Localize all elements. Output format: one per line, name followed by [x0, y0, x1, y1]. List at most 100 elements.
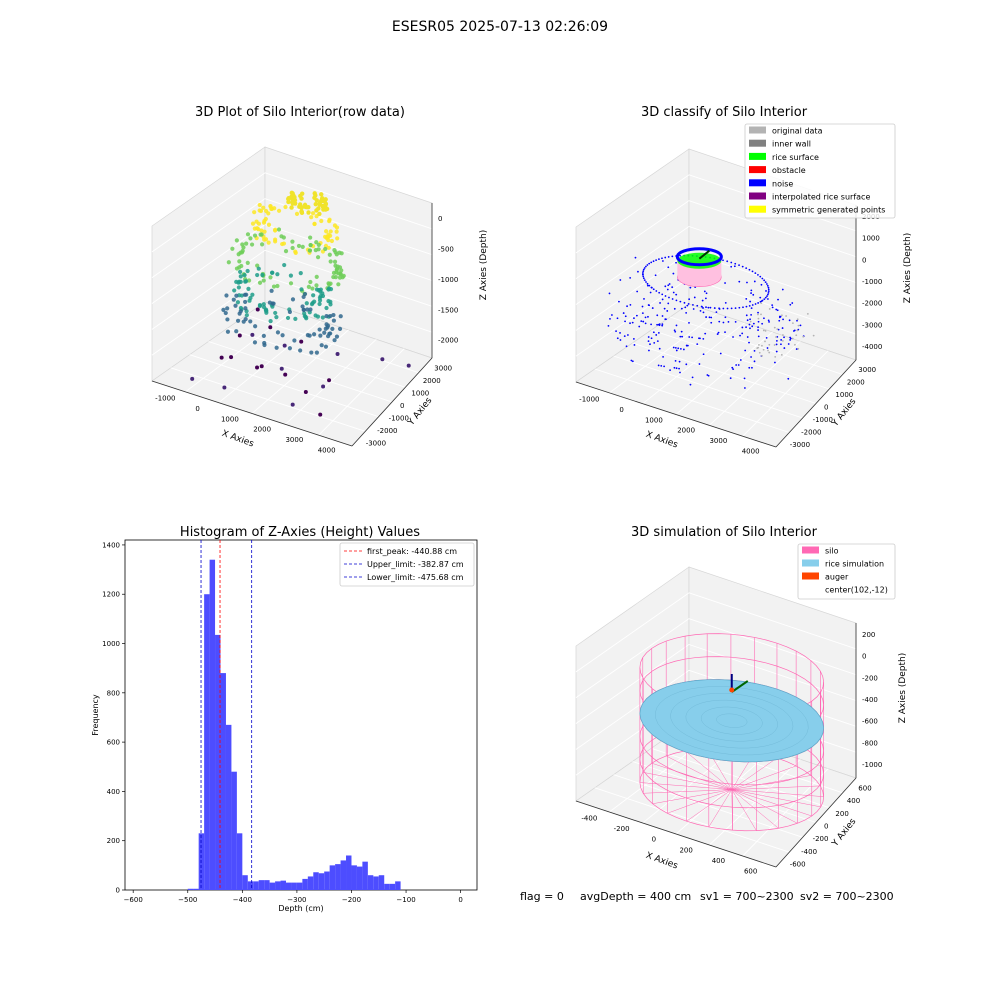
noise-point [668, 283, 671, 285]
original-data-point [757, 313, 759, 316]
raw-data-point [261, 278, 266, 283]
y-tick-label: -3000 [366, 440, 386, 448]
raw-data-point [321, 384, 326, 389]
noise-point [608, 292, 611, 295]
noise-point [734, 320, 737, 323]
original-data-point [764, 329, 767, 332]
x-tick-label: 1000 [221, 415, 239, 423]
noise-point [643, 298, 645, 300]
noise-point [619, 332, 621, 334]
noise-point [616, 317, 619, 320]
raw-x-axis-label: X Axies [220, 429, 255, 450]
raw-data-point [316, 288, 321, 293]
histogram-bar [231, 771, 237, 890]
y-tick-label: 1000 [411, 389, 429, 397]
noise-point [679, 335, 682, 338]
status-flag: flag = 0 [520, 890, 564, 903]
histogram-bar [389, 883, 396, 890]
noise-point [688, 321, 690, 324]
raw-data-point [268, 325, 273, 330]
y-axis-line [351, 357, 433, 447]
noise-point [734, 262, 737, 265]
y-tick-label: -2000 [377, 427, 397, 435]
y-tick-label: -200 [813, 835, 829, 843]
noise-point [615, 330, 617, 333]
raw-data-point [238, 269, 243, 275]
noise-point [745, 267, 748, 270]
silo-floor-spoke [731, 789, 757, 831]
raw-data-point [232, 288, 237, 293]
raw-data-point [312, 195, 317, 201]
noise-point [754, 272, 757, 275]
noise-point [765, 283, 768, 285]
noise-point [623, 335, 626, 338]
noise-point [704, 297, 707, 300]
noise-point [799, 324, 802, 327]
noise-point [757, 273, 759, 276]
y-tick-label: 200 [835, 810, 848, 818]
noise-point [669, 369, 671, 372]
noise-point [650, 337, 653, 340]
noise-point [707, 306, 710, 309]
histogram-bar [307, 876, 314, 890]
noise-point [699, 337, 701, 340]
silo-floor-spoke [667, 789, 732, 814]
noise-point [657, 331, 660, 334]
histogram-bar [378, 875, 385, 890]
raw-data-point [290, 402, 295, 407]
noise-point [629, 322, 631, 325]
histogram-legend: first_peak: -440.88 cm Upper_limit: -382.… [339, 542, 475, 587]
raw-data-point [235, 300, 241, 305]
raw-data-point [299, 287, 304, 292]
raw-data-point [314, 274, 319, 280]
y-axis-line [775, 777, 857, 868]
noise-point [651, 307, 654, 309]
noise-point [738, 280, 741, 283]
noise-point [724, 302, 727, 304]
raw-data-point [242, 273, 247, 278]
y-tick-label: 0 [400, 402, 404, 410]
raw-data-point [287, 309, 292, 315]
raw-data-point [267, 300, 272, 305]
noise-point [691, 376, 694, 379]
silo-floor-spoke [639, 782, 732, 790]
x-tick-label: 0 [652, 836, 656, 844]
histogram-bar [329, 865, 336, 890]
raw-data-point [316, 242, 321, 247]
noise-point [745, 305, 748, 308]
noise-point [661, 298, 664, 301]
raw-data-point [274, 315, 279, 320]
noise-point [759, 300, 762, 303]
noise-point [624, 320, 626, 323]
original-data-point [780, 314, 783, 317]
raw-data-point [244, 313, 249, 318]
noise-point [675, 324, 678, 327]
noise-point [748, 323, 751, 326]
y-tick-label: 3000 [434, 364, 452, 372]
noise-point [642, 275, 645, 278]
raw-data-point [290, 245, 295, 251]
noise-point [757, 320, 760, 323]
noise-point [652, 288, 655, 291]
original-data-point [768, 343, 771, 346]
noise-point [684, 306, 687, 309]
wall-grid-line [575, 277, 690, 357]
x-tick-label: 0 [195, 405, 199, 413]
raw-data-point [238, 274, 243, 279]
raw-data-point [257, 202, 262, 208]
legend-label: inner wall [772, 140, 811, 149]
raw-data-point [248, 319, 253, 324]
raw-data-point [292, 338, 297, 343]
noise-point [646, 284, 649, 287]
raw-data-point [312, 332, 317, 337]
raw-data-point [275, 272, 280, 277]
raw-data-point [288, 281, 294, 286]
raw-data-point [258, 208, 264, 214]
noise-point [782, 318, 784, 321]
raw-data-point [283, 204, 288, 210]
z-tick-label: 0 [862, 653, 866, 661]
y-tick-label: 400 [847, 797, 860, 805]
noise-point [685, 363, 688, 366]
noise-point [644, 265, 647, 268]
legend-label: obstacle [772, 166, 806, 175]
